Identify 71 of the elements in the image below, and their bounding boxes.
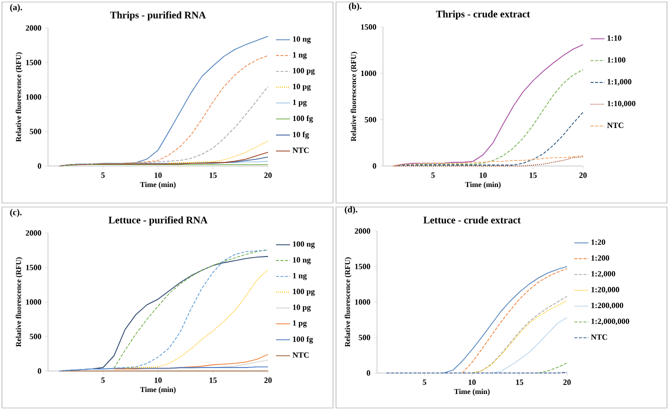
- legend-label: 1:20: [591, 239, 606, 245]
- text: (c).: [10, 208, 22, 218]
- legend-label: 100 fg: [293, 115, 313, 123]
- legend-label: 1 pg: [293, 100, 307, 107]
- chart-title: Lettuce - crude extract: [423, 216, 521, 224]
- legend-label: 10 pg: [293, 84, 311, 91]
- legend-label: 1 ng: [293, 52, 307, 60]
- legend-label: 1:10: [608, 35, 622, 41]
- legend-label: 1:100: [608, 57, 626, 63]
- legend-label: 1:200,000: [591, 302, 624, 310]
- y-tick-label: 2000: [26, 25, 42, 31]
- legend-label: 1:2,000,000: [591, 318, 630, 326]
- y-tick-label: 0: [38, 368, 42, 374]
- y-tick-label: 1500: [26, 60, 42, 66]
- legend-label: 1:2,000: [591, 271, 616, 278]
- y-tick-label: 1500: [355, 264, 370, 270]
- legend-label: 100 pg: [293, 288, 315, 296]
- y-tick-label: 500: [30, 128, 42, 134]
- y-tick-label: 500: [364, 116, 376, 122]
- y-tick-label: 0: [366, 370, 370, 376]
- legend-label: 100 ng: [293, 241, 315, 248]
- x-tick-label: 20: [579, 172, 587, 178]
- legend-label: 100 fg: [293, 336, 313, 344]
- y-tick-label: 1000: [355, 299, 370, 305]
- y-tick-label: 500: [358, 334, 370, 340]
- x-tick-label: 10: [480, 172, 487, 178]
- x-tick-label: 10: [154, 378, 162, 383]
- x-tick-label: 10: [154, 172, 162, 178]
- y-tick-label: 1500: [26, 264, 42, 270]
- text: (a).: [10, 4, 22, 12]
- legend-label: 10 pg: [293, 304, 311, 312]
- legend-label: 1:200: [591, 255, 610, 261]
- y-tick-label: 0: [38, 163, 42, 169]
- x-tick-label: 15: [210, 172, 217, 178]
- x-tick-label: 5: [101, 172, 105, 178]
- legend-label: NTC: [292, 148, 309, 154]
- y-tick-label: 1000: [26, 299, 42, 305]
- legend-label: 1 pg: [293, 320, 307, 328]
- x-tick-label: 5: [431, 172, 435, 178]
- chart-title: Thrips - crude extract: [436, 10, 530, 20]
- legend-label: 1 ng: [293, 272, 307, 280]
- x-tick-label: 15: [516, 380, 524, 385]
- legend-label: 10 fg: [293, 132, 309, 139]
- x-tick-label: 5: [422, 380, 426, 385]
- x-tick-label: 10: [468, 380, 476, 385]
- x-tick-label: 15: [530, 172, 537, 178]
- y-tick-label: 500: [30, 334, 42, 340]
- legend-label: 1:1,000: [608, 79, 632, 86]
- x-tick-label: 20: [264, 378, 272, 383]
- legend-label: 1:10,000: [608, 100, 636, 108]
- legend-label: 100 pg: [293, 68, 315, 76]
- legend-label: NTC: [607, 122, 624, 128]
- y-tick-label: 1000: [361, 70, 376, 76]
- text: (d).: [344, 206, 358, 214]
- chart-title: Thrips - purified RNA: [110, 11, 206, 20]
- chart-title: Lettuce - purified RNA: [108, 216, 208, 226]
- legend-label: 10 ng: [293, 36, 311, 44]
- legend-label: 10 ng: [293, 257, 311, 264]
- y-tick-label: 2000: [26, 230, 42, 236]
- x-tick-label: 20: [264, 172, 272, 178]
- y-tick-label: 1000: [26, 94, 42, 100]
- y-tick-label: 0: [372, 163, 376, 169]
- legend-label: NTC: [590, 334, 608, 340]
- y-tick-label: 2000: [354, 228, 370, 234]
- x-tick-label: 5: [101, 378, 105, 383]
- x-tick-label: 15: [210, 378, 217, 383]
- text: (b).: [348, 2, 362, 11]
- x-tick-label: 20: [563, 380, 571, 385]
- legend-label: NTC: [292, 352, 309, 358]
- y-tick-label: 1500: [361, 24, 376, 30]
- legend-label: 1:20,000: [591, 286, 620, 294]
